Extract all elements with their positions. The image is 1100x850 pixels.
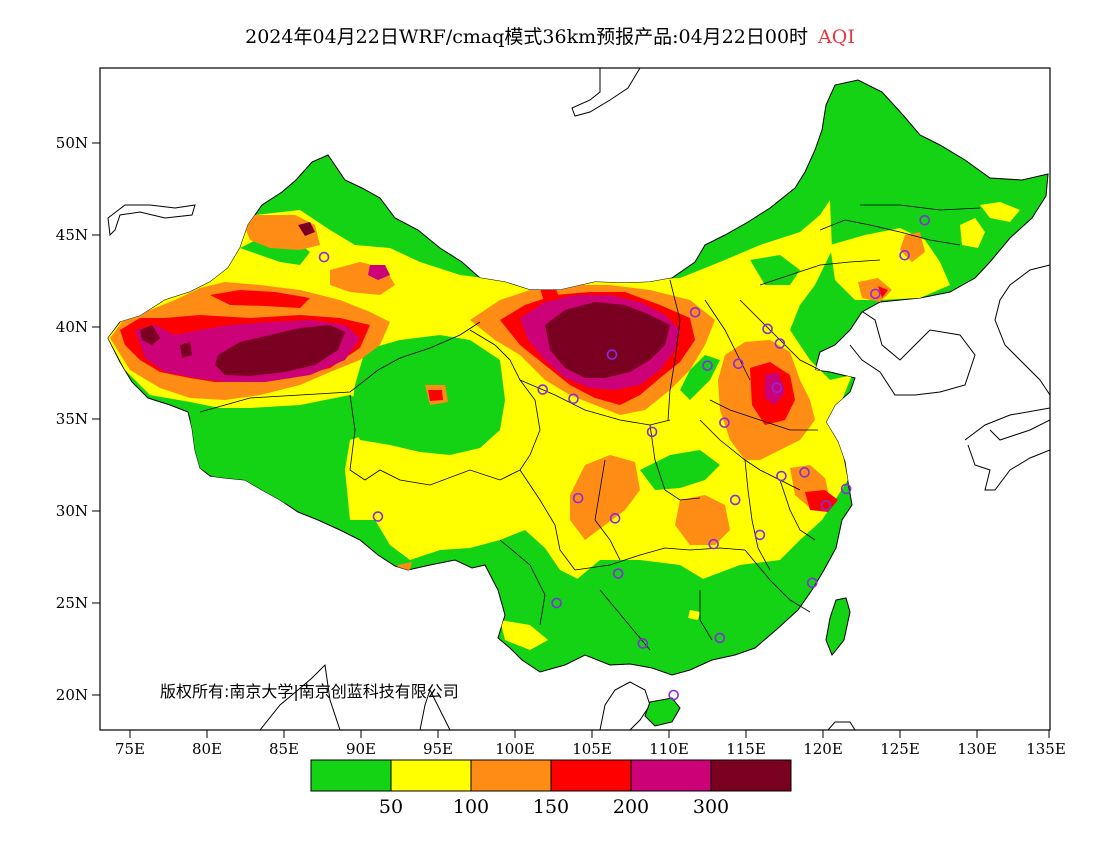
station-marker xyxy=(714,632,726,644)
station-marker xyxy=(609,513,621,524)
x-tick-label: 75E xyxy=(115,740,145,758)
legend-swatch xyxy=(390,759,472,792)
legend-swatch xyxy=(630,759,712,792)
x-tick-label: 85E xyxy=(269,740,299,758)
y-tick-label: 45N xyxy=(56,226,88,244)
korea-coast xyxy=(849,309,976,396)
balkhash-lake xyxy=(107,204,196,237)
x-tick-label: 130E xyxy=(957,740,997,758)
japan-coast xyxy=(964,407,1050,491)
station-marker xyxy=(771,382,783,394)
station-marker xyxy=(806,577,818,589)
station-marker xyxy=(774,338,786,349)
zone-hazardous xyxy=(140,222,670,378)
legend-swatch xyxy=(310,759,392,792)
japan-sea-coast xyxy=(994,264,1050,396)
station-marker xyxy=(899,249,910,261)
malay-coast xyxy=(419,688,451,730)
station-marker xyxy=(754,529,766,541)
gulf-tonkin-coast xyxy=(599,681,651,730)
station-marker xyxy=(612,568,624,579)
legend-label: 300 xyxy=(693,796,729,818)
station-marker xyxy=(606,349,618,360)
legend-label: 200 xyxy=(613,796,649,818)
station-marker xyxy=(820,500,832,511)
station-marker xyxy=(668,689,679,701)
y-tick-label: 50N xyxy=(56,134,88,152)
station-marker xyxy=(840,483,852,495)
station-marker xyxy=(708,538,719,550)
plot-frame xyxy=(99,67,1051,731)
y-tick-label: 40N xyxy=(56,318,88,336)
copyright-text: 版权所有:南京大学|南京创蓝科技有限公司 xyxy=(160,682,459,701)
title-text: 2024年04月22日WRF/cmaq模式36km预报产品:04月22日00时 xyxy=(245,26,809,48)
hainan-island xyxy=(644,697,681,727)
y-axis: 50N 45N 40N 35N 30N 25N 20N xyxy=(56,134,100,704)
title-variable: AQI xyxy=(818,26,855,48)
x-tick-label: 110E xyxy=(649,740,689,758)
station-marker xyxy=(318,251,330,263)
legend-swatch xyxy=(710,759,792,792)
luzon-coast xyxy=(827,721,856,730)
station-marker xyxy=(799,467,810,478)
baikal-lake xyxy=(571,68,641,117)
legend-label: 100 xyxy=(453,796,489,818)
province-borders xyxy=(199,204,981,651)
station-marker xyxy=(870,288,881,300)
legend-label: 50 xyxy=(379,796,403,818)
station-marker xyxy=(637,638,649,649)
station-marker xyxy=(568,393,579,405)
station-marker xyxy=(537,384,549,395)
station-marker xyxy=(372,511,384,522)
map-title: 2024年04月22日WRF/cmaq模式36km预报产品:04月22日00时 A… xyxy=(0,22,1100,49)
x-tick-label: 115E xyxy=(726,740,766,758)
station-marker xyxy=(732,358,744,370)
x-tick-label: 90E xyxy=(346,740,376,758)
x-tick-label: 80E xyxy=(192,740,222,758)
x-tick-label: 120E xyxy=(803,740,843,758)
legend-swatch xyxy=(550,759,632,792)
legend-swatch xyxy=(470,759,552,792)
x-tick-label: 105E xyxy=(572,740,612,758)
x-tick-label: 95E xyxy=(423,740,453,758)
station-marker xyxy=(646,426,658,438)
y-tick-label: 25N xyxy=(56,594,88,612)
station-marker xyxy=(776,470,787,482)
station-marker xyxy=(919,214,930,226)
legend-label: 150 xyxy=(533,796,569,818)
station-marker xyxy=(551,597,562,609)
x-tick-label: 125E xyxy=(880,740,920,758)
x-tick-label: 100E xyxy=(495,740,535,758)
y-tick-label: 30N xyxy=(56,502,88,520)
aqi-legend: 50 100 150 200 300 xyxy=(310,759,792,818)
x-axis: 75E 80E 85E 90E 95E 100E 105E 110E 115E … xyxy=(115,730,1066,758)
aqi-zones xyxy=(108,200,1020,650)
neighbor-coastlines xyxy=(107,68,1050,730)
taiwan-island xyxy=(825,597,851,656)
indochina-west-coast xyxy=(259,663,341,730)
station-marker xyxy=(689,306,701,318)
y-tick-label: 35N xyxy=(56,410,88,428)
station-marker xyxy=(702,360,713,371)
station-marker xyxy=(729,494,741,506)
y-tick-label: 20N xyxy=(56,686,88,704)
station-markers xyxy=(318,214,930,701)
x-tick-label: 135E xyxy=(1026,740,1066,758)
station-marker xyxy=(572,492,584,504)
station-marker xyxy=(719,417,730,428)
station-marker xyxy=(762,323,773,335)
